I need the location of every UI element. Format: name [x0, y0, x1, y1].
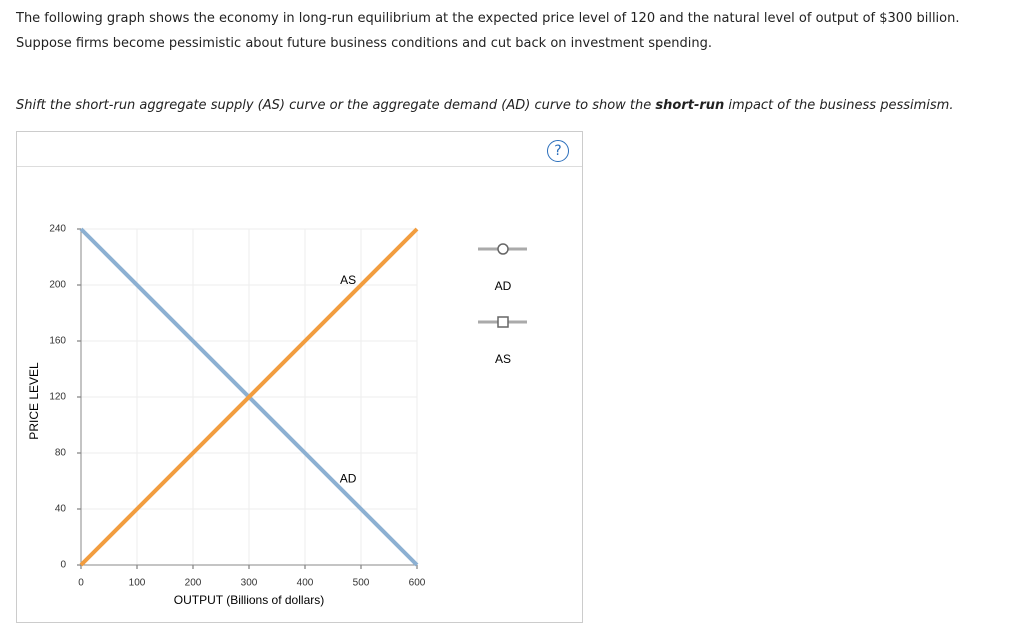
- y-tick-label: 120: [49, 392, 66, 403]
- curve[interactable]: [79, 227, 419, 567]
- y-axis-label: PRICE LEVEL: [27, 362, 41, 440]
- y-tick-label: 240: [49, 224, 66, 235]
- legend-marker[interactable]: [497, 316, 509, 328]
- task-text: Shift the short-run aggregate supply (AS…: [16, 98, 656, 113]
- x-tick-label: 100: [129, 578, 146, 589]
- x-tick-label: 300: [241, 578, 258, 589]
- x-tick-label: 0: [78, 578, 84, 589]
- y-tick-label: 80: [55, 448, 67, 459]
- task-text: impact of the business pessimism.: [724, 98, 954, 113]
- instruction: The following graph shows the economy in…: [16, 11, 960, 26]
- task-bold: short-run: [655, 98, 725, 113]
- legend-label: AS: [495, 352, 511, 366]
- y-tick-label: 160: [49, 336, 66, 347]
- curve-label: AS: [340, 273, 356, 287]
- y-tick-label: 0: [60, 560, 66, 571]
- x-axis-label: OUTPUT (Billions of dollars): [174, 593, 324, 607]
- x-tick-label: 600: [409, 578, 426, 589]
- x-tick-label: 500: [353, 578, 370, 589]
- legend-label: AD: [495, 279, 512, 293]
- x-tick-label: 200: [185, 578, 202, 589]
- curve-label: AD: [340, 471, 357, 485]
- help-button[interactable]: ?: [547, 140, 569, 162]
- instruction: Suppose firms become pessimistic about f…: [16, 36, 712, 51]
- task: Shift the short-run aggregate supply (AS…: [16, 98, 953, 113]
- legend-marker[interactable]: [497, 243, 509, 255]
- toolbar: ?: [17, 132, 582, 167]
- y-tick-label: 200: [49, 280, 66, 291]
- x-tick-label: 400: [297, 578, 314, 589]
- y-tick-label: 40: [55, 504, 67, 515]
